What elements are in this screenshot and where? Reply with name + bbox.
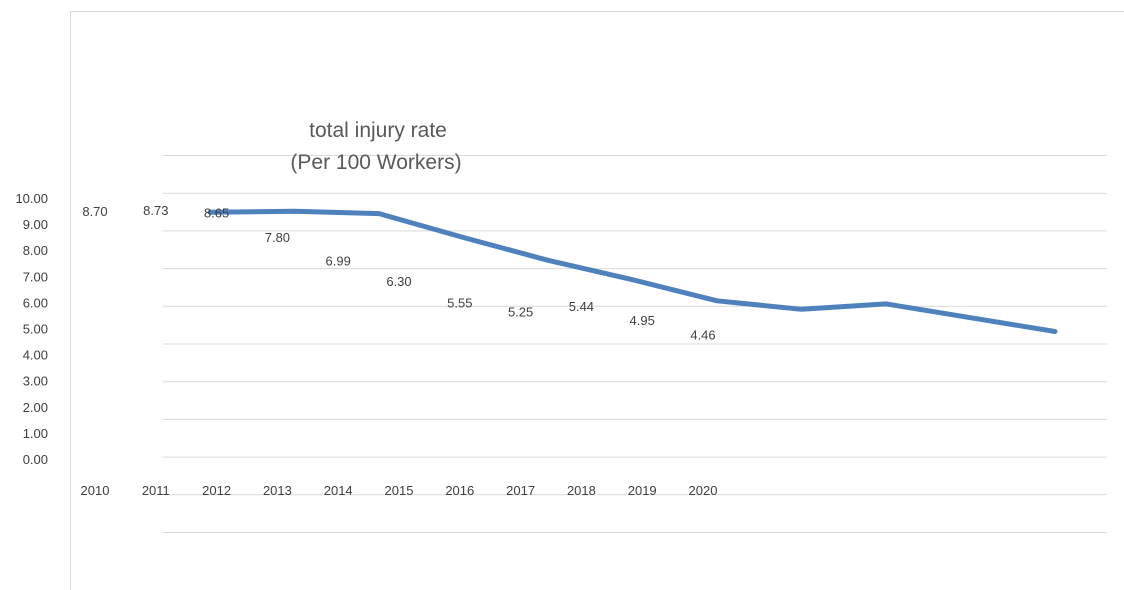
x-tick-label: 2015	[385, 483, 414, 498]
x-axis-ticks: 2010 2011 2012 2013 2014 2015 2016 2017 2018 2019…	[81, 483, 718, 498]
series-layer	[207, 208, 1058, 334]
data-label: 8.65	[204, 205, 229, 220]
data-label: 4.95	[630, 313, 655, 328]
y-tick-label: 8.00	[23, 243, 48, 258]
data-label: 5.55	[447, 296, 472, 311]
data-label: 4.46	[690, 327, 715, 342]
x-tick-label: 2012	[202, 483, 231, 498]
y-tick-label: 3.00	[23, 374, 48, 389]
y-tick-label: 5.00	[23, 322, 48, 337]
x-tick-label: 2011	[142, 483, 170, 498]
data-label: 5.25	[508, 304, 533, 319]
chart-border	[70, 11, 1124, 590]
y-tick-label: 10.00	[15, 191, 48, 206]
x-tick-label: 2020	[689, 483, 718, 498]
data-label: 8.70	[82, 204, 107, 219]
gridlines	[163, 155, 1107, 533]
data-label: 5.44	[569, 299, 594, 314]
data-label: 6.30	[386, 274, 411, 289]
y-tick-label: 9.00	[23, 217, 48, 232]
y-tick-label: 2.00	[23, 400, 48, 415]
y-tick-label: 0.00	[23, 452, 48, 467]
x-tick-label: 2010	[81, 483, 110, 498]
chart-title: total injury rate	[309, 119, 447, 142]
y-axis-ticks: 10.00 9.00 8.00 7.00 6.00 5.00 4.00 3.00 2.00 1.0…	[15, 191, 48, 467]
data-labels: 8.70 8.73 8.65 7.80 6.99 6.30 5.55 5.25 5.44 4.95…	[82, 203, 715, 342]
data-label: 7.80	[265, 230, 290, 245]
chart-subtitle: (Per 100 Workers)	[290, 151, 461, 174]
x-tick-label: 2018	[567, 483, 596, 498]
x-tick-label: 2017	[506, 483, 535, 498]
x-tick-label: 2013	[263, 483, 292, 498]
y-tick-label: 6.00	[23, 295, 48, 310]
x-tick-label: 2014	[324, 483, 353, 498]
y-tick-label: 1.00	[23, 426, 48, 441]
x-tick-label: 2019	[628, 483, 657, 498]
y-tick-label: 7.00	[23, 269, 48, 284]
data-label: 8.73	[143, 203, 168, 218]
x-tick-label: 2016	[445, 483, 474, 498]
y-tick-label: 4.00	[23, 348, 48, 363]
data-label: 6.99	[326, 254, 351, 269]
